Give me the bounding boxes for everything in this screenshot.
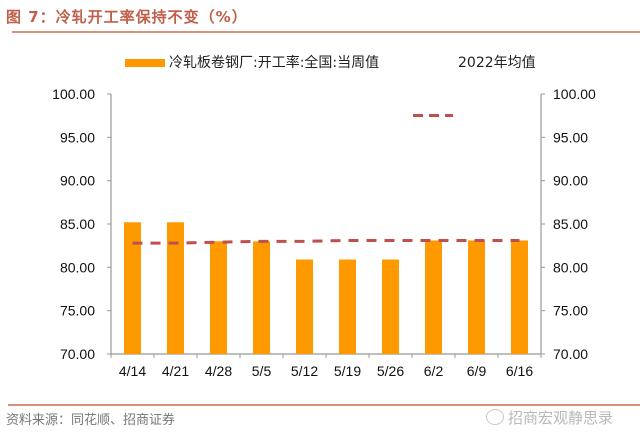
footer-divider [8, 404, 640, 406]
legend-dash-swatch [413, 114, 453, 117]
left-y-tick-label: 70.00 [60, 346, 95, 362]
watermark-text: 招商宏观静思录 [508, 409, 614, 427]
legend-line-label: 2022年均值 [458, 55, 536, 71]
left-y-tick-label: 95.00 [60, 129, 95, 145]
x-tick-label: 4/14 [119, 363, 146, 379]
bar [253, 241, 270, 354]
bar [339, 259, 356, 354]
average-line [132, 238, 520, 245]
right-y-tick-label: 70.00 [553, 346, 588, 362]
right-y-tick-label: 100.00 [553, 86, 596, 102]
x-tick-label: 6/2 [424, 363, 444, 379]
chart-legend: 冷轧板卷钢厂:开工率:全国:当周值 2022年均值 [0, 52, 640, 117]
title-divider [12, 31, 640, 33]
bar [210, 241, 227, 354]
left-y-tick-label: 80.00 [60, 259, 95, 275]
x-tick-label: 5/19 [334, 363, 361, 379]
bar [425, 240, 442, 354]
x-tick-label: 4/21 [162, 363, 189, 379]
left-y-tick-label: 85.00 [60, 216, 95, 232]
left-y-tick-label: 100.00 [52, 86, 95, 102]
figure-title: 图 7：冷轧开工率保持不变（%） [6, 8, 248, 26]
right-y-tick-label: 85.00 [553, 216, 588, 232]
bar [124, 222, 141, 354]
x-tick-label: 5/5 [252, 363, 272, 379]
source-note: 资料来源：同花顺、招商证券 [6, 413, 176, 428]
left-y-tick-label: 90.00 [60, 173, 95, 189]
legend-bar-swatch [125, 59, 165, 67]
bar [468, 240, 485, 354]
right-y-tick-label: 80.00 [553, 259, 588, 275]
right-y-tick-label: 90.00 [553, 173, 588, 189]
bar-line-chart: 70.00 70.00 75.00 75.00 80.00 80.00 85.00 85.00… [52, 86, 596, 379]
bar [167, 222, 184, 354]
legend-bar-label: 冷轧板卷钢厂:开工率:全国:当周值 [169, 55, 380, 71]
wechat-icon [486, 409, 504, 425]
x-tick-label: 6/9 [467, 363, 487, 379]
watermark: 招商宏观静思录 [486, 407, 613, 428]
left-y-tick-label: 75.00 [60, 303, 95, 319]
x-tick-label: 5/26 [377, 363, 404, 379]
x-tick-label: 6/16 [506, 363, 533, 379]
bar [382, 259, 399, 354]
bar [511, 240, 528, 354]
right-y-tick-label: 75.00 [553, 303, 588, 319]
right-y-tick-label: 95.00 [553, 129, 588, 145]
x-tick-label: 4/28 [205, 363, 232, 379]
x-tick-label: 5/12 [291, 363, 318, 379]
bar [296, 259, 313, 354]
